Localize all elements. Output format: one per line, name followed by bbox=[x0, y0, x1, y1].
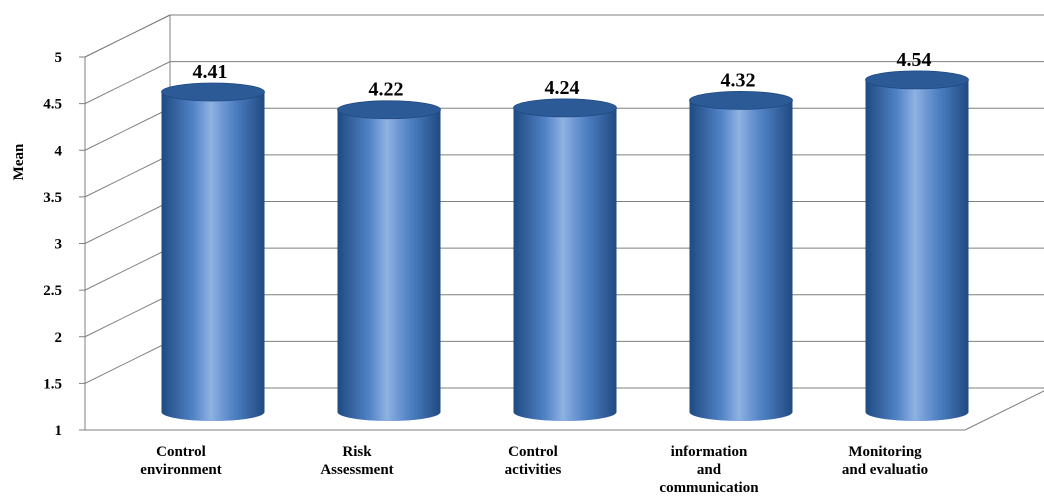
gridline-side bbox=[84, 247, 171, 291]
y-tick-label: 3 bbox=[55, 237, 63, 253]
gridline-side bbox=[84, 107, 171, 151]
bar-1 bbox=[161, 82, 265, 421]
x-category-label: activities bbox=[505, 462, 562, 478]
data-label: 4.22 bbox=[369, 79, 404, 101]
x-category-label: communication bbox=[659, 480, 759, 496]
bar-5 bbox=[865, 70, 969, 422]
x-category-label: environment bbox=[140, 462, 221, 478]
gridline-side bbox=[84, 201, 171, 244]
bar-body bbox=[865, 79, 969, 422]
bar-top bbox=[337, 100, 441, 120]
data-label: 4.24 bbox=[545, 77, 580, 99]
bar-top bbox=[865, 70, 969, 90]
gridline-side bbox=[84, 340, 171, 384]
floor-right-edge bbox=[964, 390, 1044, 431]
bar-2 bbox=[337, 100, 441, 422]
bars bbox=[161, 70, 969, 422]
x-category-label: Control bbox=[156, 444, 206, 460]
y-axis-title: Mean bbox=[11, 143, 27, 180]
gridline-side bbox=[84, 61, 171, 105]
bar-top bbox=[513, 98, 617, 118]
side-wall-top-edge bbox=[84, 14, 171, 58]
y-tick-label: 4 bbox=[55, 143, 63, 159]
bar-body bbox=[161, 92, 265, 421]
x-category-label: and bbox=[697, 462, 722, 478]
x-category-label: Control bbox=[508, 444, 558, 460]
data-label: 4.32 bbox=[721, 69, 756, 91]
bar-top bbox=[689, 91, 793, 110]
bar-body bbox=[689, 100, 793, 421]
x-category-label: Assessment bbox=[320, 462, 393, 478]
bar-body bbox=[513, 107, 617, 422]
y-tick-label: 3.5 bbox=[43, 190, 62, 206]
y-tick-label: 2 bbox=[55, 330, 63, 346]
labels: 1 1.5 2 2.5 3 3.5 4 4.5 5 4.41 4.22 4.24 4.32 4.54 Con… bbox=[43, 49, 931, 496]
data-label: 4.54 bbox=[897, 49, 932, 71]
y-tick-label: 5 bbox=[55, 50, 63, 66]
bar-top bbox=[161, 82, 265, 102]
y-tick-label: 1 bbox=[55, 423, 63, 439]
y-tick-label: 4.5 bbox=[43, 97, 62, 113]
y-tick-label: 2.5 bbox=[43, 283, 62, 299]
x-category-label: information bbox=[671, 444, 748, 460]
bar-4 bbox=[689, 91, 793, 421]
bar-3 bbox=[513, 98, 617, 422]
bar-body bbox=[337, 109, 441, 422]
x-category-label: Monitoring bbox=[848, 444, 922, 460]
gridline-side bbox=[84, 294, 171, 338]
x-category-label: and evaluatio bbox=[842, 462, 928, 478]
gridline-side bbox=[84, 154, 171, 198]
y-tick-label: 1.5 bbox=[43, 376, 62, 392]
x-category-label: Risk bbox=[342, 444, 372, 460]
data-label: 4.41 bbox=[193, 61, 228, 83]
